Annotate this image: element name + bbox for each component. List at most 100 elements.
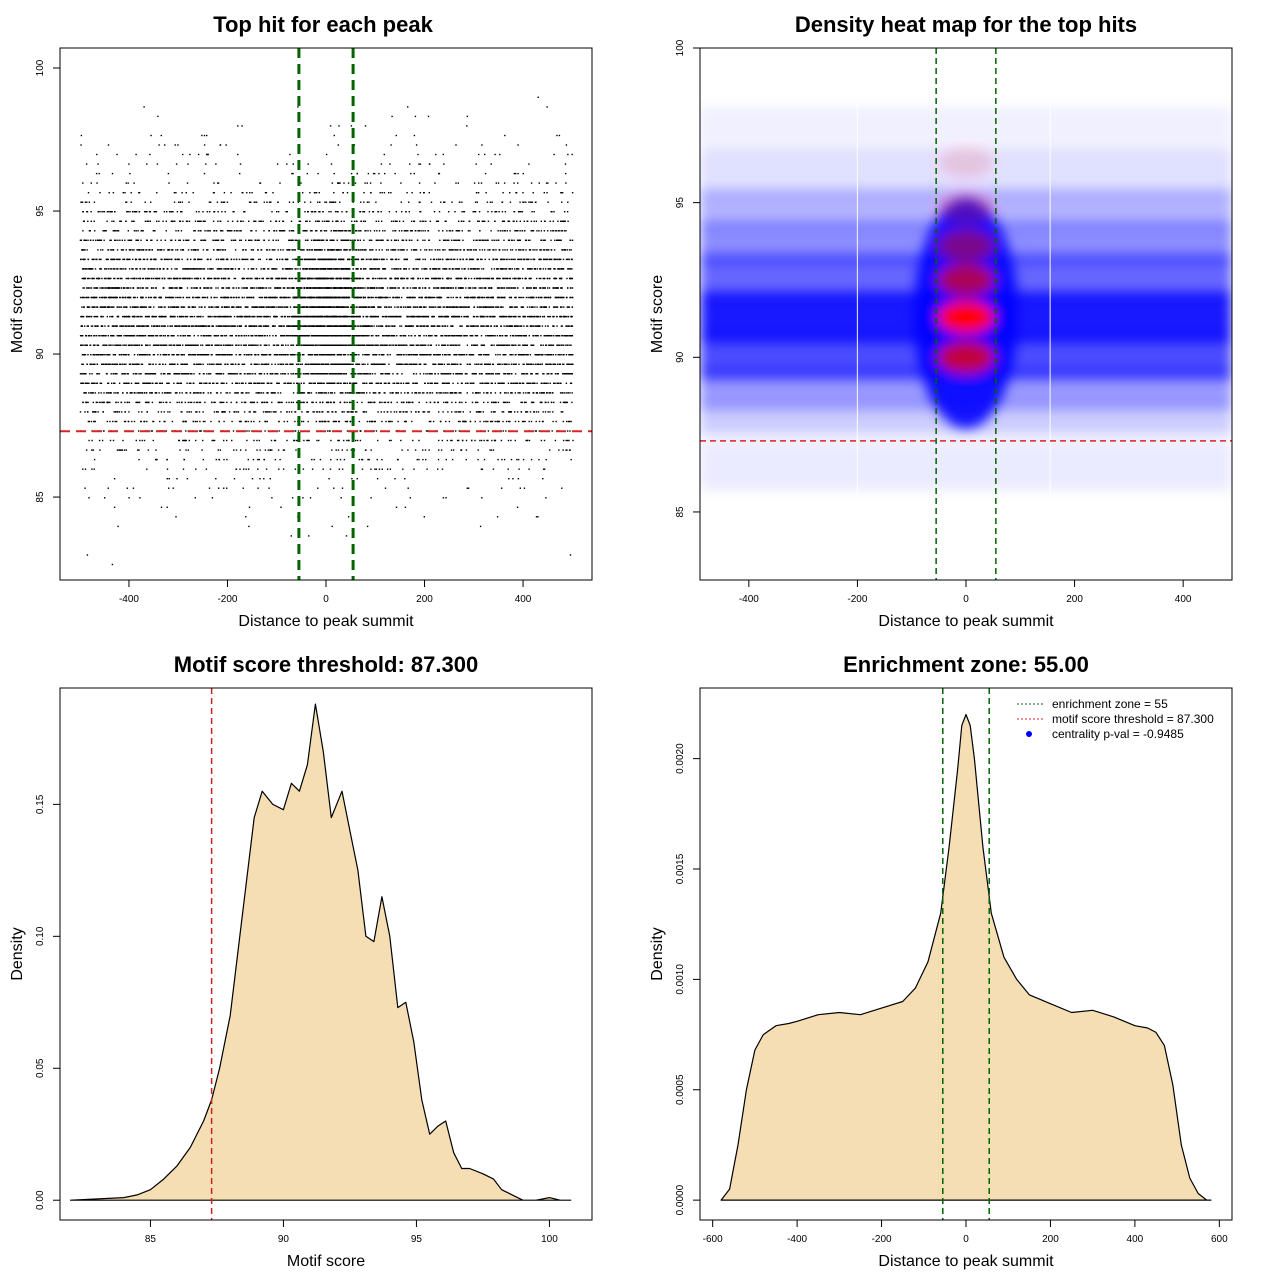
scatter-point — [471, 439, 473, 442]
scatter-point — [106, 296, 108, 299]
scatter-point — [337, 354, 340, 356]
scatter-point — [227, 287, 229, 289]
scatter-point — [135, 153, 137, 156]
scatter-point — [491, 439, 493, 442]
scatter-point — [419, 163, 422, 165]
scatter-point — [321, 325, 324, 327]
scatter-point — [550, 363, 552, 365]
scatter-point — [143, 325, 145, 327]
scatter-point — [441, 335, 444, 337]
scatter-point — [232, 287, 234, 289]
scatter-point — [87, 420, 90, 423]
scatter-point — [188, 296, 191, 299]
scatter-point — [126, 392, 128, 394]
scatter-point — [386, 287, 389, 289]
scatter-point — [83, 306, 85, 308]
scatter-point — [126, 487, 128, 489]
scatter-point — [530, 382, 532, 384]
scatter-point — [479, 392, 481, 394]
scatter-point — [387, 296, 389, 299]
scatter-point — [181, 258, 183, 261]
scatter-point — [426, 430, 429, 432]
scatter-point — [192, 287, 194, 289]
scatter-point — [287, 268, 290, 270]
scatter-point — [121, 325, 124, 327]
scatter-point — [474, 201, 477, 203]
scatter-point — [375, 468, 378, 470]
scatter-point — [189, 153, 191, 156]
scatter-point — [426, 268, 428, 270]
scatter-point — [219, 144, 222, 146]
scatter-point — [314, 230, 317, 232]
scatter-point — [532, 296, 535, 299]
scatter-point — [436, 296, 439, 299]
scatter-point — [436, 354, 438, 356]
scatter-point — [475, 373, 477, 375]
scatter-point — [297, 430, 300, 432]
scatter-point — [112, 354, 115, 356]
scatter-point — [254, 287, 256, 289]
scatter-point — [113, 220, 115, 222]
scatter-point — [374, 420, 376, 423]
scatter-point — [94, 287, 96, 289]
scatter-point — [446, 439, 449, 442]
scatter-point — [295, 449, 297, 451]
scatter-point — [351, 411, 354, 413]
scatter-point — [444, 354, 447, 356]
scatter-point — [194, 230, 196, 232]
scatter-point — [543, 296, 546, 299]
scatter-point — [483, 458, 486, 461]
scatter-point — [469, 420, 472, 423]
scatter-point — [465, 296, 467, 299]
scatter-point — [352, 268, 354, 270]
scatter-point — [490, 449, 493, 451]
scatter-point — [341, 468, 344, 470]
scatter-point — [200, 430, 202, 432]
scatter-point — [328, 211, 330, 213]
scatter-point — [329, 401, 332, 404]
scatter-point — [494, 420, 496, 423]
scatter-point — [168, 478, 170, 480]
scatter-point — [498, 344, 500, 346]
scatter-point — [301, 325, 303, 327]
scatter-point — [251, 430, 253, 432]
scatter-point — [254, 354, 256, 356]
scatter-point — [282, 335, 284, 337]
scatter-point — [467, 487, 470, 489]
scatter-point — [111, 363, 113, 365]
scatter-point — [451, 392, 453, 394]
scatter-point — [530, 420, 533, 423]
scatter-point — [127, 277, 129, 280]
scatter-point — [455, 392, 458, 394]
scatter-point — [401, 230, 403, 232]
scatter-point — [524, 335, 526, 337]
scatter-point — [558, 354, 561, 356]
scatter-point — [159, 344, 161, 346]
scatter-point — [393, 249, 396, 251]
scatter-point — [392, 392, 394, 394]
scatter-point — [425, 306, 427, 308]
scatter-point — [315, 192, 318, 194]
scatter-point — [256, 315, 258, 318]
scatter-point — [562, 411, 564, 413]
scatter-point — [321, 411, 323, 413]
scatter-point — [136, 315, 138, 318]
scatter-point — [225, 296, 227, 299]
scatter-point — [381, 296, 383, 299]
scatter-point — [182, 420, 184, 423]
scatter-point — [354, 277, 356, 280]
scatter-point — [103, 239, 105, 241]
scatter-point — [544, 382, 546, 384]
scatter-point — [560, 230, 562, 232]
scatter-point — [158, 392, 160, 394]
scatter-point — [173, 344, 175, 346]
scatter-point — [200, 239, 202, 241]
scatter-point — [388, 211, 391, 213]
scatter-point — [198, 382, 201, 384]
scatter-point — [277, 382, 279, 384]
scatter-point — [144, 201, 146, 203]
scatter-point — [130, 277, 132, 280]
scatter-point — [329, 430, 331, 432]
scatter-point — [106, 220, 108, 222]
scatter-point — [250, 373, 252, 375]
